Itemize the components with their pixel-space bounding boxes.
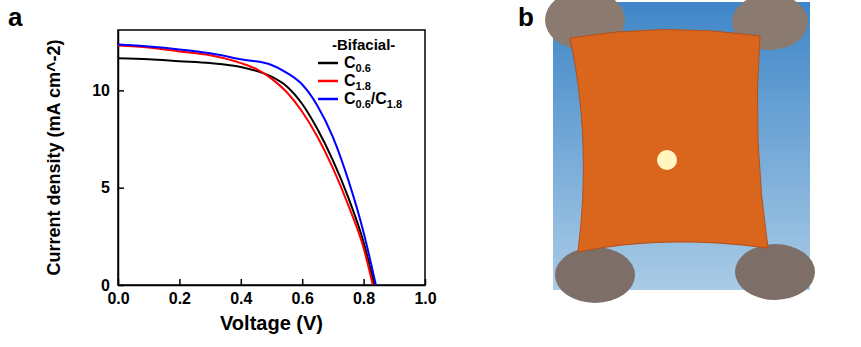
x-tick-mark [302, 279, 304, 285]
x-axis-title: Voltage (V) [220, 312, 323, 334]
x-tick: 1.0 [414, 279, 436, 307]
x-tick: 0.2 [169, 279, 191, 307]
y-tick: 5 [101, 179, 124, 196]
panel-label: a [8, 2, 23, 32]
plot-lines [118, 45, 376, 285]
y-tick-label: 5 [101, 179, 110, 196]
photo [545, 0, 815, 303]
legend-swatch [318, 62, 338, 65]
legend-label-part: 0.6 [356, 98, 371, 110]
photo-finger [735, 244, 815, 300]
y-axis-line [118, 31, 120, 286]
y-tick-mark [118, 187, 124, 189]
panel-label: b [518, 2, 534, 32]
legend-label-part: /C [371, 90, 387, 107]
y-axis: 0 5 10 [92, 31, 124, 294]
legend-label: C0.6 [344, 54, 371, 74]
x-tick-label: 0.8 [353, 290, 375, 307]
legend-label-part: C [344, 54, 356, 71]
legend-label-part: 1.8 [356, 80, 371, 92]
x-tick-mark [425, 279, 427, 285]
y-tick-label: 10 [92, 82, 110, 99]
photo-finger [555, 247, 635, 303]
x-axis: 0.0 0.2 0.4 0.6 0.8 1.0 [107, 279, 436, 307]
legend-swatch [318, 80, 338, 83]
photo-sun [657, 150, 677, 170]
y-tick-label: 0 [101, 277, 110, 294]
x-tick-mark [241, 279, 243, 285]
x-tick: 0.6 [292, 279, 314, 307]
photo-device [570, 29, 768, 252]
series-line [118, 58, 374, 285]
legend-label-part: 0.6 [356, 62, 371, 74]
x-axis-line [119, 285, 426, 287]
legend-title: -Bifacial- [332, 36, 395, 53]
legend-swatch [318, 98, 338, 101]
y-tick-mark [118, 285, 124, 287]
legend-label: C1.8 [344, 72, 371, 92]
y-tick: 0 [101, 277, 124, 294]
legend-label-part: C [344, 90, 356, 107]
y-tick-mark [118, 90, 124, 92]
x-tick: 0.4 [230, 279, 252, 307]
x-tick-mark [179, 279, 181, 285]
x-tick-label: 0.0 [107, 290, 129, 307]
x-tick-label: 0.2 [169, 290, 191, 307]
x-tick-label: 0.6 [292, 290, 314, 307]
x-tick-label: 1.0 [414, 290, 436, 307]
legend-label: C0.6/C1.8 [344, 90, 402, 110]
series-line [118, 46, 373, 285]
y-tick: 10 [92, 82, 124, 99]
legend: -Bifacial-C0.6C1.8C0.6/C1.8 [318, 36, 402, 110]
figure: a 0.0 0.2 0.4 0.6 0.8 1.0 0 5 10 Voltage (V) Curren… [0, 0, 861, 347]
series-line [118, 45, 376, 285]
x-tick-mark [363, 279, 365, 285]
plot-frame [118, 30, 425, 285]
legend-label-part: 1.8 [387, 98, 402, 110]
legend-label-part: C [344, 72, 356, 89]
y-axis-title: Current density (mA cm^-2) [44, 40, 64, 276]
x-tick-label: 0.4 [230, 290, 252, 307]
